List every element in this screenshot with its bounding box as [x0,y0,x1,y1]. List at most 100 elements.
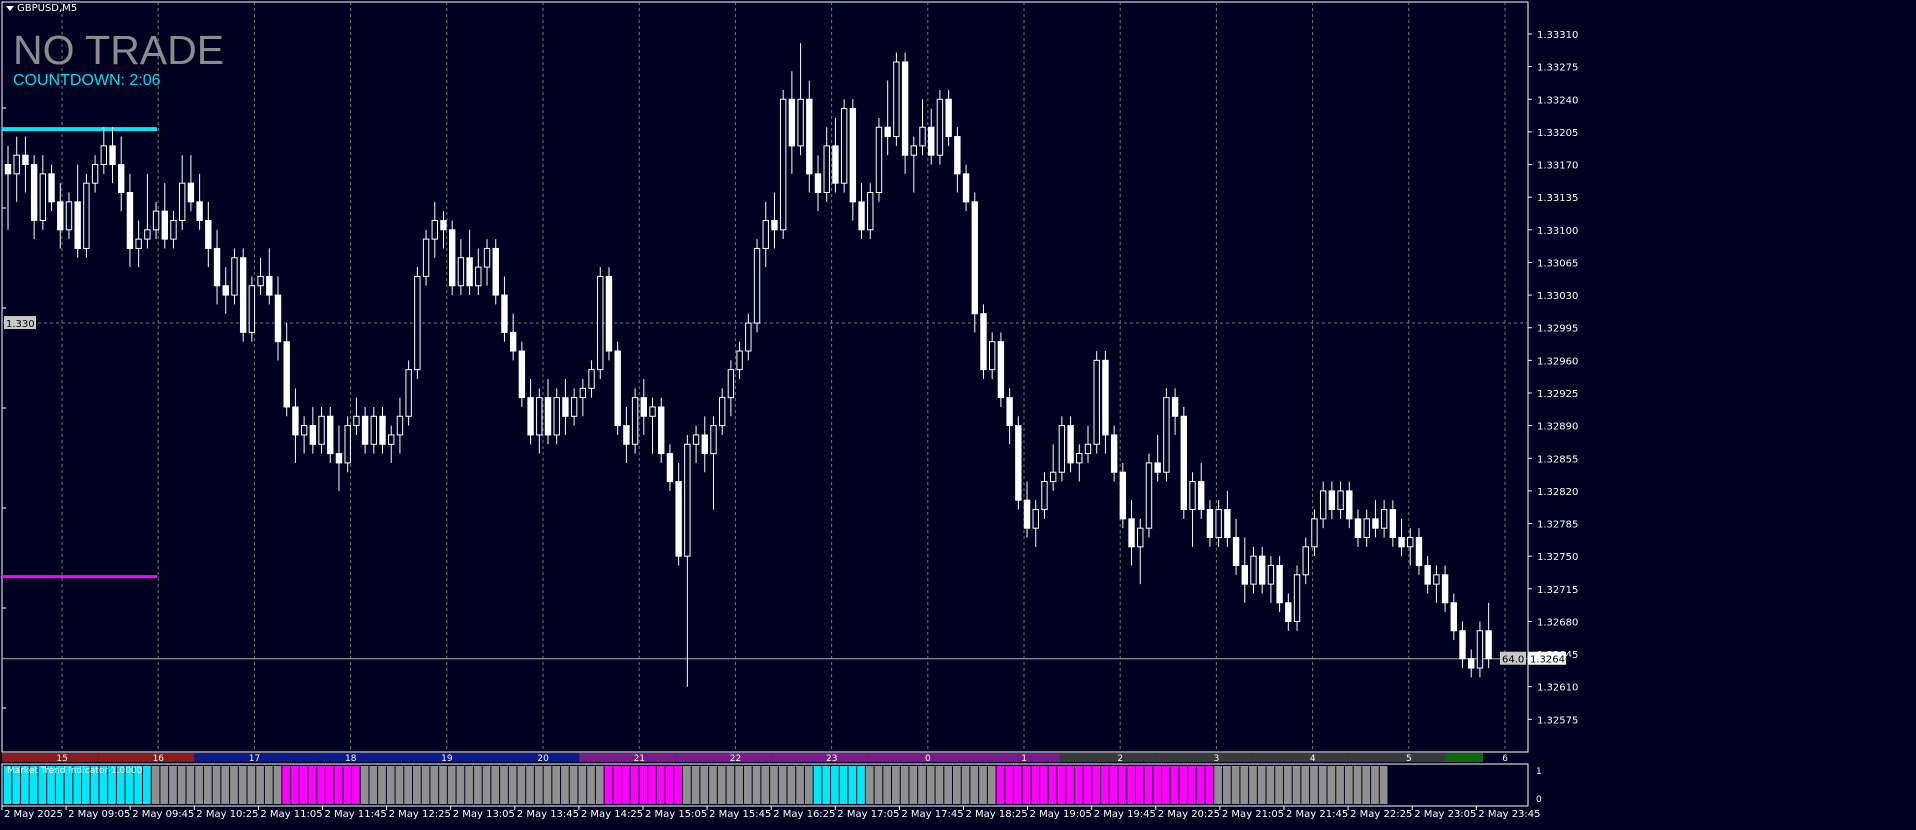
candle-bull [1032,509,1039,529]
trade-signal-text: NO TRADE [13,27,225,73]
indicator-bar-neutral [761,766,770,804]
candle-bear [1224,509,1231,539]
hour-segment [290,753,387,762]
candle-bear [1468,658,1475,669]
candle-bear [788,98,796,147]
time-axis-label: 2 May 09:45 [132,809,194,820]
candle-bear [1285,602,1292,622]
indicator-bar-up [857,766,865,804]
candle-bear [492,247,499,296]
candle-bull [727,369,735,399]
price-axis-label: 1.33065 [1537,258,1578,269]
hour-segment [964,753,1061,762]
hour-segment [1348,753,1445,762]
candle-bull [988,341,996,371]
indicator-bar-neutral [926,766,935,804]
candle-bear [1198,481,1205,511]
candle-bull [414,275,421,371]
candle-bull [1380,509,1388,529]
level-line-label-bg [4,316,36,330]
indicator-bar-neutral [1362,766,1371,804]
candle-bear [509,331,517,352]
candle-bear [1067,425,1074,464]
candle-bear [222,285,229,296]
hour-segment-label: 5 [1406,754,1412,764]
candle-bear [997,341,1005,399]
indicator-bar-up [822,766,831,804]
indicator-bar-down [325,766,334,804]
indicator-bar-up [73,766,82,804]
indicator-bar-neutral [151,766,160,804]
dropdown-triangle-icon[interactable] [6,5,14,11]
candle-bull [178,182,186,221]
candle-bear [327,415,334,455]
candle-bull [631,397,639,445]
hour-segment [194,753,291,762]
candle-bull [475,266,482,287]
time-axis-label: 2 May 18:25 [966,809,1028,820]
candle-bull [353,415,360,427]
indicator-bar-down [1205,766,1214,804]
indicator-bar-up [82,766,90,804]
candle-bull [405,369,412,417]
candle-bear [30,164,38,221]
time-axis-label: 2 May 23:45 [1478,809,1540,820]
indicator-bar-down [622,766,630,804]
indicator-bar-down [1083,766,1092,804]
indicator-bar-down [299,766,308,804]
candle-bear [806,98,813,175]
candle-bear [196,201,203,221]
indicator-bar-up [813,766,822,804]
price-axis-label: 1.33205 [1537,128,1578,139]
candle-bull [579,387,587,399]
candle-bear [1023,499,1031,529]
candle-bull [553,397,560,436]
candle-bull [710,425,717,455]
candle-bear [118,164,125,194]
indicator-bar-neutral [247,766,256,804]
candle-bear [675,481,682,557]
indicator-bar-down [665,766,674,804]
candle-bear [379,415,386,445]
indicator-bar-down [1162,766,1170,804]
indicator-bar-neutral [195,766,203,804]
hour-segment [1445,753,1483,762]
hour-segment [386,753,483,762]
candle-bear [971,201,978,315]
indicator-bar-neutral [961,766,970,804]
indicator-bar-up [116,766,125,804]
candle-bull [13,154,20,175]
indicator-bar-neutral [691,766,700,804]
candle-bull [100,145,108,166]
price-axis-label: 1.32575 [1537,715,1578,726]
indicator-bar-neutral [735,766,743,804]
time-axis-label: 2 May 16:25 [773,809,835,820]
candle-bear [440,219,447,231]
candle-bear [283,341,290,408]
indicator-bar-neutral [892,766,900,804]
price-axis-label: 1.33275 [1537,63,1578,74]
indicator-bar-up [848,766,857,804]
indicator-scale-label: 1 [1536,767,1542,777]
indicator-bar-up [125,766,134,804]
candle-bull [257,275,264,287]
indicator-bar-neutral [909,766,918,804]
candle-bear [701,434,708,455]
indicator-bar-neutral [700,766,709,804]
candle-bull [318,415,325,445]
candle-bull [536,397,543,436]
candle-bear [1441,574,1449,604]
hour-segment [579,753,676,762]
candle-bear [614,350,621,427]
hour-segment [675,753,772,762]
candle-bull [936,98,944,156]
indicator-bar-down [674,766,682,804]
candle-bull [570,397,578,417]
indicator-bar-down [1092,766,1101,804]
indicator-bar-up [90,766,99,804]
indicator-bar-down [1188,766,1196,804]
hour-segment-label: 23 [826,754,837,764]
indicator-bar-up [839,766,848,804]
